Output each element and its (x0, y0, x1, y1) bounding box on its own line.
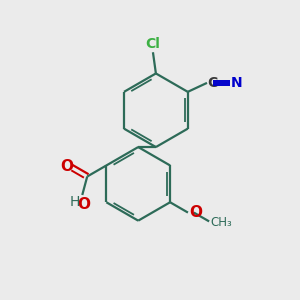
Text: Cl: Cl (146, 37, 160, 51)
Text: O: O (189, 205, 202, 220)
Text: O: O (77, 197, 90, 212)
Text: CH₃: CH₃ (210, 216, 232, 229)
Text: N: N (231, 76, 242, 90)
Text: H: H (70, 195, 80, 209)
Text: O: O (60, 158, 73, 173)
Text: C: C (208, 76, 218, 90)
